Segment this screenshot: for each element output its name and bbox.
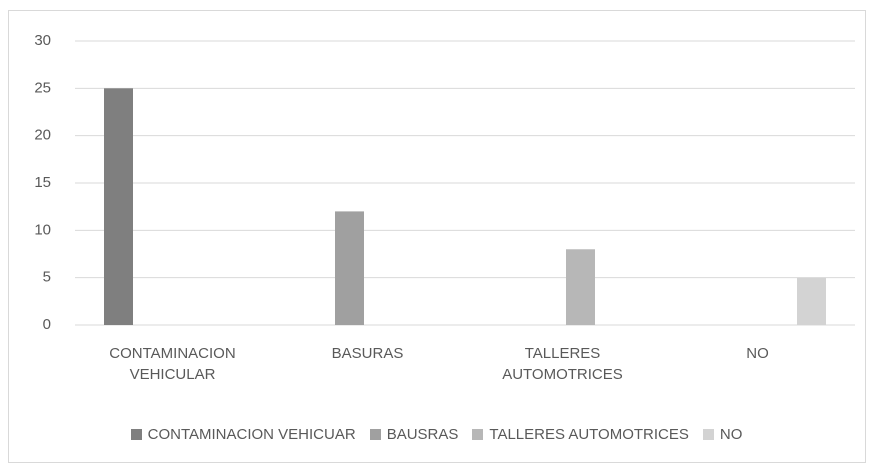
chart-border bbox=[8, 10, 866, 463]
legend-item: TALLERES AUTOMOTRICES bbox=[472, 426, 689, 443]
y-tick-label: 10 bbox=[34, 221, 51, 238]
x-tick-label: CONTAMINACION VEHICULAR bbox=[109, 345, 236, 383]
legend-swatch bbox=[130, 429, 142, 440]
y-tick-label: 20 bbox=[34, 127, 51, 144]
bar bbox=[335, 211, 364, 325]
legend-label: NO bbox=[719, 426, 743, 443]
legend-swatch bbox=[472, 429, 484, 440]
y-tick-label: 5 bbox=[43, 269, 51, 286]
legend-item: NO bbox=[702, 426, 743, 443]
bar bbox=[104, 88, 133, 325]
x-tick-label: NO bbox=[746, 345, 769, 362]
bar bbox=[566, 249, 595, 325]
legend-label: TALLERES AUTOMOTRICES bbox=[489, 426, 689, 443]
legend-swatch bbox=[369, 429, 381, 440]
y-tick-label: 30 bbox=[34, 32, 51, 49]
bar bbox=[797, 277, 826, 325]
y-tick-label: 0 bbox=[43, 316, 51, 333]
legend-item: CONTAMINACION VEHICUAR bbox=[130, 426, 356, 443]
legend-label: BAUSRAS bbox=[386, 426, 459, 443]
x-tick-label: TALLERES AUTOMOTRICES bbox=[502, 345, 623, 383]
y-tick-label: 25 bbox=[34, 79, 51, 96]
y-tick-label: 15 bbox=[34, 174, 51, 191]
legend-item: BAUSRAS bbox=[369, 426, 459, 443]
legend-swatch bbox=[702, 429, 714, 440]
legend: CONTAMINACION VEHICUAR BAUSRAS TALLERES AU… bbox=[0, 426, 873, 443]
x-tick-label: BASURAS bbox=[331, 345, 404, 362]
legend-label: CONTAMINACION VEHICUAR bbox=[147, 426, 356, 443]
